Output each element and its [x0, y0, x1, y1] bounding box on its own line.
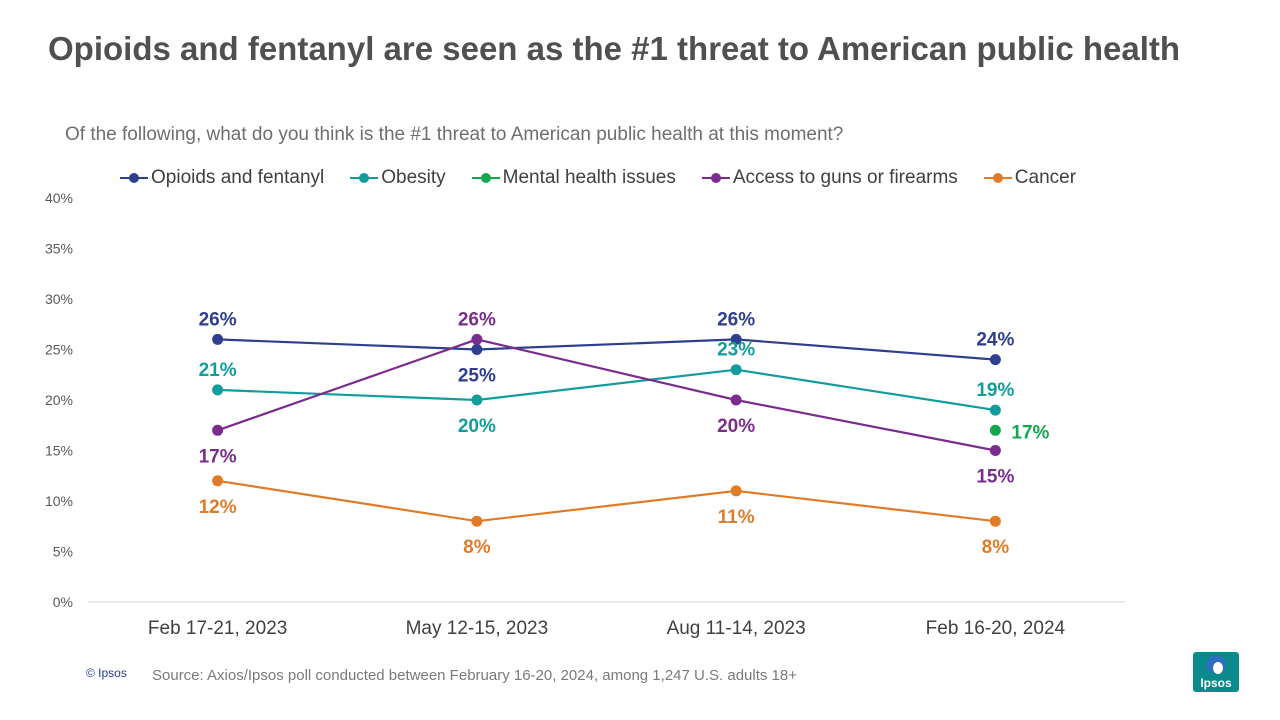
data-label: 26%: [199, 309, 237, 330]
y-tick-label: 5%: [53, 544, 73, 560]
data-point: [730, 485, 742, 497]
legend-label: Mental health issues: [502, 167, 676, 188]
legend-item: Opioids and fentanyl: [120, 167, 324, 189]
data-point: [471, 515, 483, 527]
data-point: [471, 394, 483, 406]
legend-label: Cancer: [1014, 167, 1077, 188]
ipsos-logo: Ipsos: [1193, 652, 1239, 692]
y-tick-label: 10%: [45, 493, 73, 509]
y-tick-label: 15%: [45, 443, 73, 459]
legend-item: Mental health issues: [471, 167, 676, 189]
data-label: 8%: [463, 537, 491, 558]
data-label: 26%: [717, 309, 755, 330]
x-tick-label: Aug 11-14, 2023: [667, 618, 806, 639]
data-label: 11%: [718, 507, 755, 528]
legend-item: Cancer: [983, 167, 1077, 189]
data-point: [989, 354, 1001, 366]
data-label: 12%: [199, 497, 237, 518]
data-point: [212, 424, 224, 436]
series-line: [217, 338, 996, 452]
legend-swatch: [350, 172, 379, 184]
source-note: Source: Axios/Ipsos poll conducted betwe…: [152, 667, 797, 684]
legend-item: Access to guns or firearms: [701, 167, 958, 189]
data-label: 26%: [458, 309, 496, 330]
data-point: [212, 384, 224, 396]
data-label: 19%: [976, 380, 1014, 401]
copyright-text: © Ipsos: [86, 666, 127, 680]
logo-text: Ipsos: [1200, 676, 1232, 690]
legend-swatch: [120, 172, 148, 184]
data-point: [212, 333, 224, 345]
legend-swatch: [471, 172, 500, 184]
data-label: 8%: [982, 537, 1010, 558]
y-tick-label: 30%: [45, 291, 73, 307]
legend-item: Obesity: [350, 167, 446, 189]
y-tick-label: 25%: [45, 342, 73, 358]
data-label: 25%: [458, 366, 496, 387]
series-line: [217, 338, 996, 361]
chart-legend: Opioids and fentanyl Obesity Mental health…: [120, 166, 1076, 190]
series-line: [217, 368, 996, 412]
x-tick-label: Feb 17-21, 2023: [148, 618, 287, 639]
data-point: [989, 515, 1001, 527]
series-line: [217, 479, 996, 523]
chart-subtitle: Of the following, what do you think is t…: [65, 124, 844, 145]
y-tick-label: 0%: [53, 594, 73, 610]
legend-swatch: [983, 172, 1012, 184]
data-point: [730, 364, 742, 376]
chart-title: Opioids and fentanyl are seen as the #1 …: [48, 30, 1181, 67]
data-point: [730, 333, 742, 345]
data-label: 17%: [1011, 422, 1049, 443]
data-label: 23%: [717, 340, 755, 361]
data-label: 24%: [976, 330, 1014, 351]
data-point: [989, 404, 1001, 416]
data-point: [471, 333, 483, 345]
y-tick-label: 20%: [45, 392, 73, 408]
y-tick-label: 35%: [45, 241, 73, 257]
legend-label: Obesity: [381, 167, 446, 188]
legend-label: Access to guns or firearms: [732, 167, 958, 188]
data-point: [730, 394, 742, 406]
legend-swatch: [701, 172, 730, 184]
data-label: 21%: [199, 360, 237, 381]
data-point: [212, 475, 224, 487]
data-point: [989, 445, 1001, 456]
data-point: [989, 424, 1001, 436]
legend-label: Opioids and fentanyl: [151, 167, 325, 188]
data-label: 15%: [976, 467, 1014, 488]
x-tick-label: Feb 16-20, 2024: [926, 618, 1066, 639]
data-point: [471, 344, 483, 355]
x-tick-label: May 12-15, 2023: [406, 618, 549, 639]
data-label: 17%: [199, 446, 237, 467]
data-label: 20%: [458, 416, 496, 437]
y-tick-label: 40%: [45, 190, 73, 206]
data-label: 20%: [717, 416, 755, 437]
